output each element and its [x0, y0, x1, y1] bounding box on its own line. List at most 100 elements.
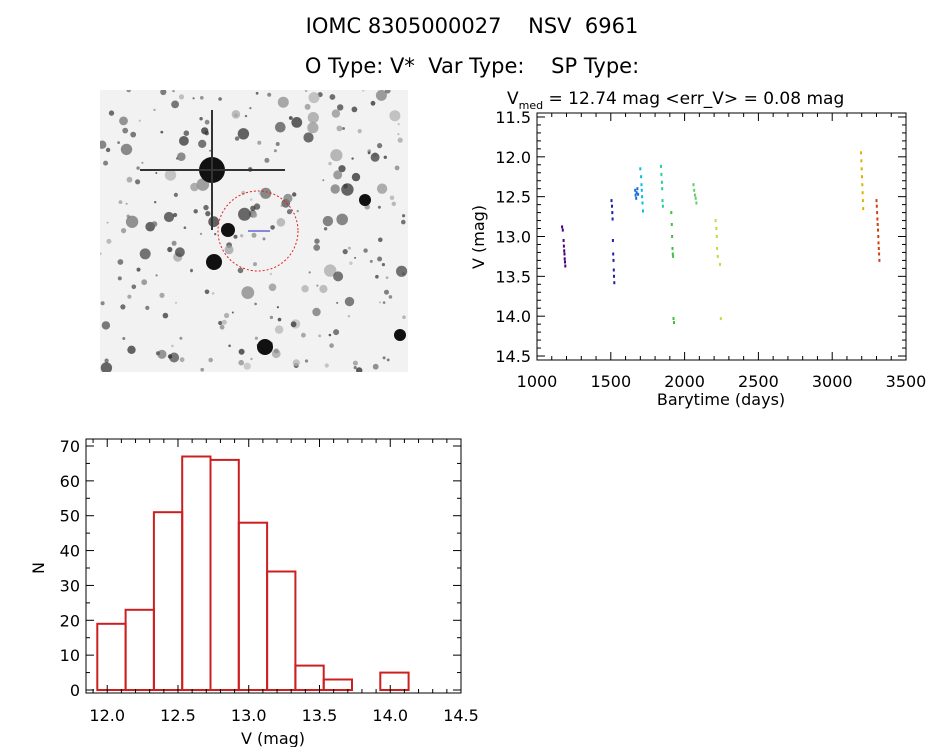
star — [190, 182, 199, 192]
lc-point — [661, 199, 664, 203]
star — [198, 139, 207, 148]
star — [126, 90, 131, 93]
lc-point — [715, 235, 718, 238]
bright-star — [257, 339, 273, 355]
star — [316, 284, 319, 287]
lc-point — [613, 274, 615, 278]
lc-point — [670, 223, 673, 226]
star — [389, 110, 401, 122]
star — [357, 129, 362, 134]
star — [329, 343, 334, 348]
lc-point — [611, 217, 614, 221]
star — [276, 218, 286, 227]
star — [131, 284, 137, 290]
star — [352, 360, 358, 366]
star — [389, 195, 395, 201]
star — [381, 263, 385, 267]
star — [257, 140, 262, 145]
light-curve-chart: Vmed = 12.74 mag <err_V> = 0.08 mag 1000… — [469, 89, 926, 409]
star — [200, 367, 204, 372]
lc-point — [861, 191, 864, 195]
star — [254, 302, 257, 306]
histogram-bar — [266, 570, 297, 691]
star-field-image — [100, 90, 408, 372]
lc-point — [639, 167, 642, 171]
star — [224, 312, 230, 319]
star — [237, 267, 244, 274]
light-curve-title-suffix: = 12.74 mag <err_V> = 0.08 mag — [543, 89, 844, 109]
histogram-ylabel: N — [29, 562, 48, 574]
star — [238, 359, 244, 366]
star — [171, 100, 179, 109]
star — [338, 165, 346, 173]
star — [384, 289, 389, 295]
star — [173, 192, 178, 197]
lc-point — [640, 183, 643, 187]
star — [397, 133, 400, 136]
star — [370, 100, 376, 106]
histogram-bar — [237, 521, 269, 692]
star — [127, 294, 132, 299]
star — [273, 348, 279, 354]
star — [108, 110, 115, 116]
star — [333, 271, 344, 282]
star — [262, 237, 266, 241]
star — [269, 272, 273, 276]
lc-point — [672, 254, 675, 258]
star — [296, 209, 299, 213]
lc-point — [875, 199, 878, 203]
star — [319, 284, 328, 294]
star — [253, 262, 257, 267]
star — [267, 92, 272, 97]
star — [397, 137, 403, 143]
star — [153, 108, 156, 112]
star — [100, 362, 113, 372]
hist-y-tick-label: 50 — [60, 507, 80, 526]
lc-y-tick-label: 13.0 — [495, 228, 531, 247]
star — [304, 103, 311, 110]
star — [328, 333, 332, 337]
star — [234, 136, 240, 141]
star — [183, 130, 190, 136]
star — [157, 349, 167, 359]
lc-x-tick-label: 2000 — [664, 372, 705, 391]
star — [333, 329, 340, 336]
star — [370, 152, 380, 162]
star — [386, 358, 390, 362]
histogram-xlabel: V (mag) — [241, 729, 305, 747]
star — [290, 321, 297, 328]
hist-y-tick-label: 20 — [60, 611, 80, 630]
star — [342, 249, 348, 255]
lc-point — [634, 188, 637, 192]
star — [241, 286, 255, 299]
star — [237, 128, 250, 140]
star — [377, 205, 381, 209]
star — [120, 143, 133, 156]
star — [324, 264, 337, 277]
lc-point — [562, 244, 565, 248]
star — [341, 183, 354, 196]
light-curve-ylabel: V (mag) — [469, 205, 488, 269]
star — [372, 363, 379, 370]
star — [402, 315, 406, 319]
histogram-axes: 12.0 12.5 13.0 13.5 14.0 14.5 0 10 20 30 40 50 60 70 — [60, 437, 479, 725]
star — [314, 238, 320, 244]
bright-star — [221, 223, 235, 237]
star — [183, 226, 187, 229]
star — [252, 212, 258, 218]
star — [379, 301, 381, 304]
star — [175, 247, 185, 258]
histogram-bar — [152, 511, 184, 692]
lc-x-tick-label: 1500 — [590, 372, 631, 391]
star — [121, 228, 127, 234]
star — [347, 246, 351, 250]
lc-point — [877, 228, 879, 232]
star — [388, 295, 393, 299]
lc-point — [636, 187, 639, 191]
star — [101, 321, 111, 330]
lc-point — [562, 239, 565, 242]
star — [243, 362, 251, 370]
star — [382, 356, 386, 360]
lc-point — [641, 201, 644, 205]
lc-point — [660, 164, 662, 168]
